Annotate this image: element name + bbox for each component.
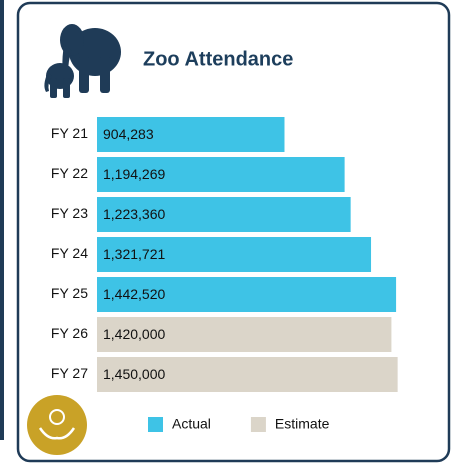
bar-value-label: 1,321,721 xyxy=(103,246,165,262)
bar xyxy=(97,237,372,272)
legend-label: Estimate xyxy=(275,416,330,432)
bar-value-label: 1,442,520 xyxy=(103,286,165,302)
bar xyxy=(97,357,398,392)
bar xyxy=(97,117,285,152)
y-tick-label: FY 26 xyxy=(51,325,88,341)
chart-title: Zoo Attendance xyxy=(143,48,293,70)
bar-value-label: 1,194,269 xyxy=(103,166,165,182)
bar xyxy=(97,317,392,352)
legend-label: Actual xyxy=(172,416,211,432)
y-tick-label: FY 21 xyxy=(51,125,88,141)
bar xyxy=(97,277,397,312)
y-tick-label: FY 22 xyxy=(51,165,88,181)
bar xyxy=(97,197,351,232)
elephant-icon xyxy=(44,24,121,98)
neighbor-card-edge xyxy=(0,0,4,440)
y-tick-label: FY 25 xyxy=(51,285,88,301)
bar-value-label: 1,420,000 xyxy=(103,326,165,342)
bar-value-label: 904,283 xyxy=(103,126,154,142)
badge-icon xyxy=(27,395,87,455)
y-tick-label: FY 23 xyxy=(51,205,88,221)
y-tick-label: FY 27 xyxy=(51,365,88,381)
bar xyxy=(97,157,345,192)
legend-swatch xyxy=(250,417,266,432)
y-tick-label: FY 24 xyxy=(51,245,88,261)
legend-swatch xyxy=(148,417,163,432)
bar-value-label: 1,223,360 xyxy=(103,206,165,222)
bar-value-label: 1,450,000 xyxy=(103,366,165,382)
